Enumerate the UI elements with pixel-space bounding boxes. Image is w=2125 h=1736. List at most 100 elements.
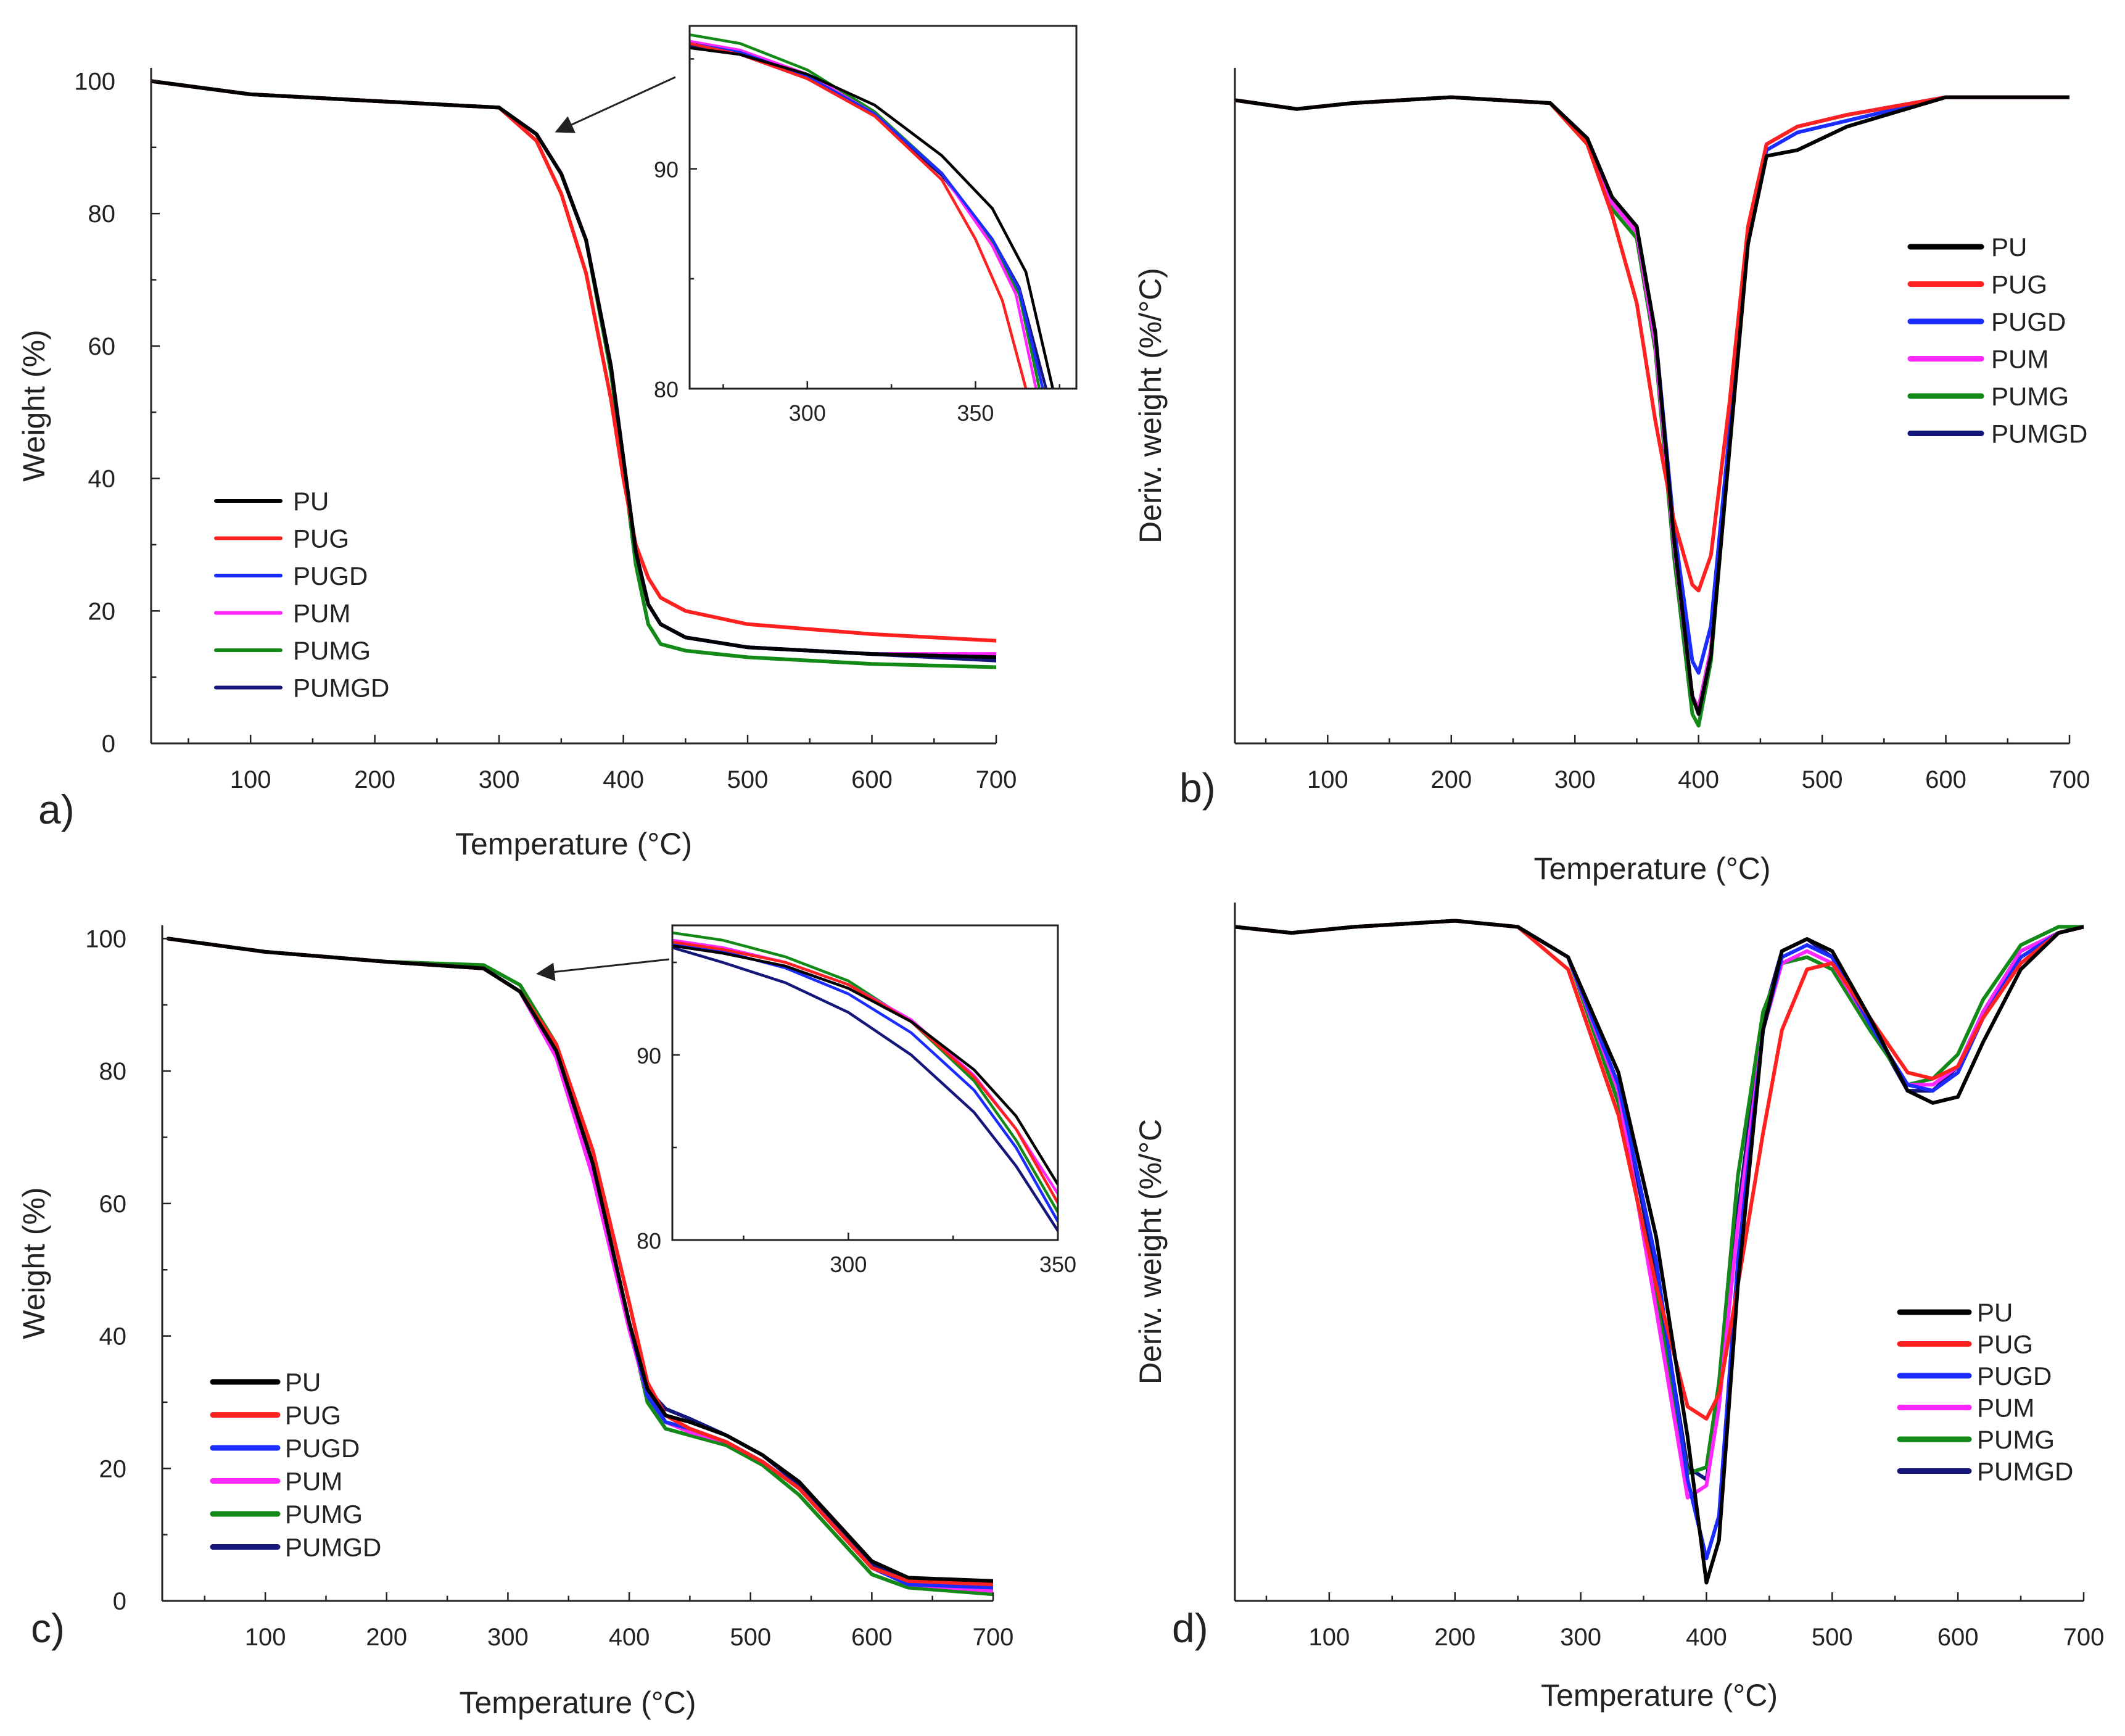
inset-background	[690, 26, 1076, 389]
x-tick-label: 400	[1686, 1624, 1727, 1651]
x-tick-label: 100	[245, 1624, 286, 1651]
series-line-pug	[672, 940, 1058, 1205]
x-tick-label: 400	[1678, 766, 1719, 793]
legend-label-pumg: PUMG	[1991, 382, 2069, 411]
legend-label-pug: PUG	[1977, 1330, 2033, 1359]
legend-label-pumg: PUMG	[1977, 1425, 2055, 1454]
series-line-pu	[166, 936, 993, 1583]
legend: PU PUG PUGD PUM PUMG PUMGD	[210, 1368, 381, 1562]
legend-label-pum: PUM	[1991, 345, 2049, 374]
x-axis-label: Temperature (°C)	[455, 827, 692, 861]
y-tick-label: 40	[88, 466, 116, 493]
y-axis-label: Deriv. weight (%/°C)	[1133, 268, 1168, 544]
y-tick-label: 90	[637, 1043, 661, 1068]
x-tick-label: 700	[2063, 1624, 2105, 1651]
x-axis-label: Temperature (°C)	[1534, 851, 1771, 886]
y-tick-label: 100	[85, 925, 126, 953]
series-line-pumg	[1235, 919, 2084, 1476]
y-tick-label: 40	[99, 1323, 127, 1350]
x-tick-label: 300	[479, 766, 520, 793]
x-tick-label: 200	[1434, 1624, 1475, 1651]
x-tick-label: 200	[1430, 766, 1472, 793]
series-line-pum	[1235, 919, 2084, 1500]
legend-label-pumgd: PUMGD	[285, 1533, 381, 1562]
chart-a-inset: 300 350 80 90	[654, 26, 1076, 426]
chart-a: 100 200 300 400 500 600 700 0 20 40 60 80 100 Tempera…	[17, 68, 1017, 861]
legend-label-pu: PU	[293, 487, 329, 516]
y-axis-label: Deriv. weight (%/°C	[1133, 1119, 1168, 1384]
y-tick-label: 90	[654, 157, 679, 183]
y-tick-label: 80	[637, 1228, 661, 1254]
y-tick-label: 60	[88, 333, 116, 360]
legend-label-pu: PU	[1977, 1298, 2013, 1327]
series-line-pu	[1235, 95, 2069, 716]
x-tick-label: 100	[1307, 766, 1348, 793]
legend-label-pumgd: PUMGD	[1977, 1457, 2073, 1486]
x-tick-label: 200	[366, 1624, 407, 1651]
y-axis-label: Weight (%)	[17, 1187, 51, 1339]
legend-label-pum: PUM	[1977, 1394, 2034, 1423]
series-line-pumgd	[1235, 919, 2084, 1482]
x-tick-label: 500	[1802, 766, 1843, 793]
series-line-pu	[151, 79, 996, 659]
y-tick-label: 80	[99, 1058, 127, 1085]
inset-arrow-c	[536, 958, 670, 982]
chart-b: 100 200 300 400 500 600 700 Temperature (°C) Der…	[1133, 68, 2090, 886]
legend-label-pug: PUG	[285, 1401, 341, 1430]
x-tick-label: 500	[1812, 1624, 1853, 1651]
inset-frame	[688, 25, 1078, 390]
x-axis-label: Temperature (°C)	[1541, 1678, 1778, 1713]
x-tick-label: 350	[957, 400, 994, 426]
x-tick-label: 600	[851, 766, 893, 793]
y-tick-label: 20	[99, 1455, 127, 1482]
legend-label-pum: PUM	[285, 1467, 342, 1496]
panel-label: b)	[1179, 765, 1216, 811]
x-tick-label: 400	[609, 1624, 650, 1651]
legend-label-pu: PU	[1991, 233, 2027, 262]
legend-label-pugd: PUGD	[285, 1434, 360, 1463]
y-tick-label: 80	[654, 377, 679, 402]
legend-label-pugd: PUGD	[1991, 307, 2066, 336]
x-tick-label: 300	[830, 1252, 867, 1277]
series-line-pu	[690, 46, 1055, 389]
x-tick-label: 200	[354, 766, 395, 793]
x-tick-label: 350	[1039, 1252, 1076, 1277]
panel-label: a)	[38, 787, 75, 832]
x-tick-label: 100	[230, 766, 271, 793]
chart-d: 100 200 300 400 500 600 700 Temperature (°C) Der…	[1133, 903, 2104, 1713]
inset-background	[672, 925, 1058, 1240]
x-tick-label: 600	[851, 1624, 893, 1651]
x-tick-label: 600	[1937, 1624, 1979, 1651]
y-tick-label: 100	[74, 68, 115, 95]
series-line-pug	[1235, 95, 2069, 593]
legend-label-pugd: PUGD	[293, 561, 368, 590]
x-tick-label: 100	[1309, 1624, 1350, 1651]
series-line-pu	[1235, 919, 2084, 1585]
chart-c: 100 200 300 400 500 600 700 0 20 40 60 80 100 Tempera…	[17, 925, 1013, 1720]
x-tick-label: 400	[603, 766, 644, 793]
legend-label-pumgd: PUMGD	[293, 674, 389, 703]
panel-label: c)	[31, 1605, 65, 1651]
legend-label-pug: PUG	[293, 524, 349, 553]
legend-label-pumg: PUMG	[285, 1500, 363, 1529]
x-tick-label: 500	[727, 766, 769, 793]
legend-label-pumg: PUMG	[293, 636, 371, 665]
inset-arrow-a	[555, 76, 676, 133]
x-tick-label: 500	[730, 1624, 771, 1651]
y-tick-label: 80	[88, 200, 116, 228]
legend-label-pum: PUM	[293, 599, 350, 628]
legend-label-pu: PU	[285, 1368, 321, 1397]
legend: PU PUG PUGD PUM PUMG PUMGD	[214, 487, 389, 703]
x-tick-label: 600	[1925, 766, 1966, 793]
y-tick-label: 0	[113, 1588, 126, 1615]
y-tick-label: 60	[99, 1191, 127, 1218]
legend-label-pugd: PUGD	[1977, 1362, 2052, 1391]
y-tick-label: 20	[88, 598, 116, 625]
inset-frame	[671, 924, 1059, 1241]
x-tick-label: 300	[487, 1624, 529, 1651]
series-line-pumgd	[672, 946, 1058, 1233]
x-tick-label: 700	[973, 1624, 1014, 1651]
x-tick-label: 700	[2049, 766, 2090, 793]
